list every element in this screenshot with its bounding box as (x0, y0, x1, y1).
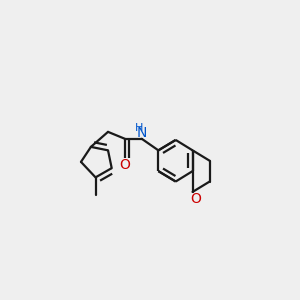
Text: H: H (135, 123, 144, 133)
Text: O: O (190, 192, 201, 206)
Text: N: N (137, 126, 147, 140)
Text: O: O (119, 158, 130, 172)
